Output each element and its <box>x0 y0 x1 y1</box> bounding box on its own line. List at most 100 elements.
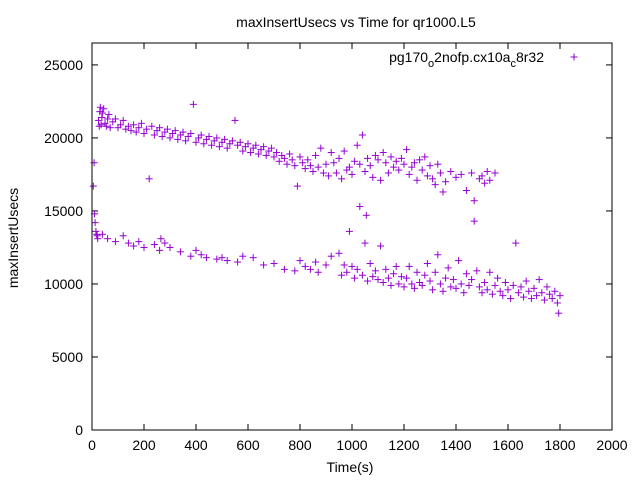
data-point <box>101 119 109 127</box>
data-point <box>447 283 455 291</box>
data-point <box>330 159 338 167</box>
data-point <box>239 252 247 260</box>
data-point <box>553 299 561 307</box>
legend-label-part-c: 2nofp.cx10a <box>434 49 510 65</box>
data-point <box>135 238 143 246</box>
legend-label-sub-d: c <box>510 58 516 70</box>
data-point <box>348 262 356 270</box>
data-point <box>213 255 221 263</box>
data-point <box>98 113 106 121</box>
data-point <box>379 149 387 157</box>
data-point <box>418 166 426 174</box>
data-point <box>100 105 108 113</box>
data-point <box>143 125 151 133</box>
data-point <box>364 154 372 162</box>
data-point <box>509 281 517 289</box>
data-point <box>462 186 470 194</box>
data-point <box>327 149 335 157</box>
data-point <box>179 128 187 136</box>
data-point <box>267 144 275 152</box>
data-point <box>171 127 179 135</box>
data-point <box>174 135 182 143</box>
data-point <box>244 140 252 148</box>
data-point <box>486 268 494 276</box>
x-tick-label: 1400 <box>440 437 471 453</box>
data-point <box>413 176 421 184</box>
data-point <box>416 156 424 164</box>
data-point <box>148 122 156 130</box>
data-point <box>358 271 366 279</box>
data-point <box>362 211 370 219</box>
data-point <box>304 156 312 164</box>
data-point <box>405 262 413 270</box>
data-point <box>95 116 102 124</box>
data-point <box>322 261 330 269</box>
x-tick-label: 800 <box>288 437 312 453</box>
data-point <box>351 157 359 165</box>
data-point <box>356 160 364 168</box>
data-point <box>236 138 244 146</box>
data-point <box>434 251 442 259</box>
data-point <box>208 141 216 149</box>
data-point <box>306 162 314 170</box>
data-point <box>98 230 106 238</box>
data-point <box>157 235 165 243</box>
data-point <box>364 277 372 285</box>
x-tick-label: 1200 <box>388 437 419 453</box>
data-point <box>369 273 377 281</box>
y-tick-label: 0 <box>75 422 83 438</box>
data-point <box>301 262 309 270</box>
y-tick-label: 5000 <box>52 349 83 365</box>
data-point <box>442 274 450 282</box>
data-point <box>223 144 231 152</box>
data-point <box>475 283 483 291</box>
data-point <box>442 178 450 186</box>
data-point <box>496 287 504 295</box>
data-point <box>348 170 356 178</box>
data-point <box>291 267 299 275</box>
data-point <box>317 144 325 152</box>
data-point <box>223 257 231 265</box>
data-point <box>525 287 533 295</box>
data-point <box>280 265 288 273</box>
data-point <box>377 176 385 184</box>
data-point <box>106 124 114 132</box>
data-point <box>447 168 455 176</box>
data-point <box>392 262 400 270</box>
data-point <box>491 281 499 289</box>
data-point <box>150 241 158 249</box>
data-point <box>439 287 447 295</box>
data-point <box>395 280 403 288</box>
data-point <box>514 289 522 297</box>
data-point <box>374 276 382 284</box>
x-axis-ticks: 0 200 400 600 800 1000 1200 1400 1600 1800 2000 <box>88 43 628 453</box>
data-point <box>221 135 229 143</box>
y-axis-label: maxInsertUsecs <box>5 188 21 288</box>
data-point <box>270 153 278 161</box>
y-axis-ticks: 0 5000 10000 15000 20000 25000 <box>44 57 612 438</box>
data-point <box>314 163 322 171</box>
data-point <box>299 159 307 167</box>
data-point <box>522 277 530 285</box>
data-point <box>301 165 309 173</box>
data-point <box>213 134 221 142</box>
x-tick-label: 200 <box>132 437 156 453</box>
data-point <box>189 100 197 108</box>
data-point <box>520 293 528 301</box>
data-point <box>137 119 145 127</box>
legend-label-part-e: 8r32 <box>516 49 544 65</box>
data-point <box>423 260 431 268</box>
data-point <box>512 239 520 247</box>
data-point <box>340 147 348 155</box>
data-point <box>390 270 398 278</box>
data-point <box>410 159 418 167</box>
data-point <box>434 160 442 168</box>
data-point <box>215 143 223 151</box>
data-point <box>382 159 390 167</box>
data-point <box>468 169 476 177</box>
data-point <box>286 150 294 158</box>
data-point <box>481 179 489 187</box>
data-point <box>413 268 421 276</box>
data-point <box>312 151 320 159</box>
data-point <box>314 268 322 276</box>
